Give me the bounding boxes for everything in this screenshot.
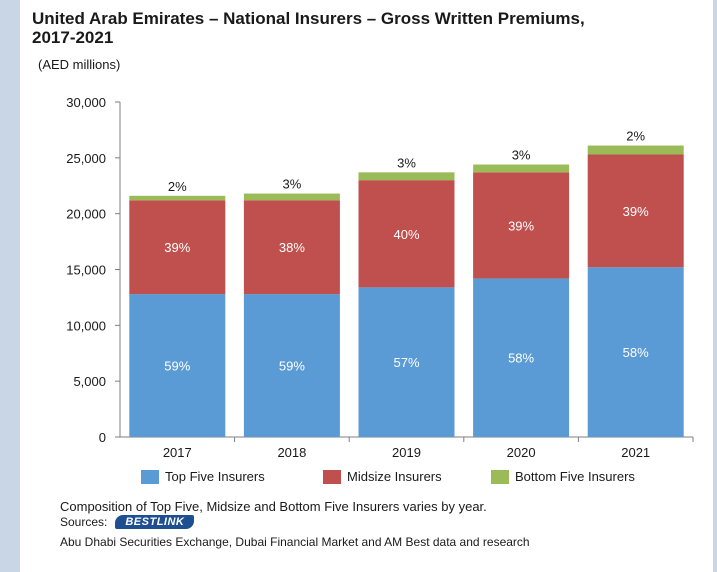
data-label: 3% — [283, 177, 302, 192]
y-tick-label: 30,000 — [66, 95, 106, 110]
source-text: Abu Dhabi Securities Exchange, Dubai Fin… — [60, 535, 530, 549]
bestlink-logo: BESTLINK — [115, 515, 195, 529]
bar-segment — [129, 200, 226, 295]
legend-item-top-five: Top Five Insurers — [141, 469, 265, 484]
data-label: 38% — [279, 240, 305, 255]
chart-title: United Arab Emirates – National Insurers… — [32, 9, 585, 47]
data-label: 40% — [393, 227, 419, 242]
legend-swatch-midsize — [323, 469, 341, 484]
sources-label: Sources: — [60, 515, 108, 529]
legend-item-bottom-five: Bottom Five Insurers — [491, 469, 635, 484]
y-tick-label: 10,000 — [66, 318, 106, 333]
x-tick-label: 2020 — [507, 445, 536, 460]
unit-label: (AED millions) — [38, 57, 121, 72]
bar-segment — [587, 145, 684, 155]
bar-segment — [473, 278, 570, 437]
legend-item-midsize: Midsize Insurers — [323, 469, 442, 484]
data-label: 2% — [168, 179, 187, 194]
legend-label-midsize: Midsize Insurers — [347, 469, 442, 484]
bar-segment — [243, 193, 340, 201]
data-label: 59% — [164, 359, 190, 374]
data-label: 3% — [397, 155, 416, 170]
chart-card: United Arab Emirates – National Insurers… — [20, 0, 713, 572]
bar-segment — [358, 180, 455, 288]
bar-segment — [587, 154, 684, 268]
legend-label-top-five: Top Five Insurers — [165, 469, 265, 484]
footnote: Composition of Top Five, Midsize and Bot… — [60, 499, 487, 514]
y-tick-label: 0 — [99, 430, 106, 445]
x-tick-label: 2021 — [621, 445, 650, 460]
bar-segment — [243, 294, 340, 437]
x-tick-label: 2017 — [163, 445, 192, 460]
legend-swatch-bottom-five — [491, 469, 509, 484]
data-label: 2% — [626, 129, 645, 144]
bar-segment — [473, 164, 570, 173]
data-label: 57% — [393, 355, 419, 370]
y-tick-label: 20,000 — [66, 207, 106, 222]
data-label: 3% — [512, 148, 531, 163]
legend-swatch-top-five — [141, 469, 159, 484]
y-tick-label: 5,000 — [73, 374, 106, 389]
data-label: 58% — [508, 351, 534, 366]
bar-segment — [358, 172, 455, 181]
sources-line: Sources: BESTLINK — [60, 515, 195, 529]
bar-segment — [129, 195, 226, 201]
data-label: 39% — [164, 240, 190, 255]
bar-segment — [129, 294, 226, 437]
legend-label-bottom-five: Bottom Five Insurers — [515, 469, 635, 484]
data-label: 39% — [508, 218, 534, 233]
stacked-bar-chart: 0 5,000 10,000 15,000 20,000 25,000 30,000 59% 3… — [66, 95, 694, 460]
data-label: 58% — [623, 345, 649, 360]
bar-segment — [587, 267, 684, 437]
legend: Top Five Insurers Midsize Insurers Botto… — [141, 469, 701, 487]
bar-segment — [473, 172, 570, 279]
data-label: 59% — [279, 359, 305, 374]
data-label: 39% — [623, 204, 649, 219]
bar-segment — [243, 200, 340, 295]
x-tick-label: 2018 — [277, 445, 306, 460]
y-tick-label: 25,000 — [66, 151, 106, 166]
y-tick-label: 15,000 — [66, 263, 106, 278]
x-tick-label: 2019 — [392, 445, 421, 460]
bar-segment — [358, 287, 455, 437]
